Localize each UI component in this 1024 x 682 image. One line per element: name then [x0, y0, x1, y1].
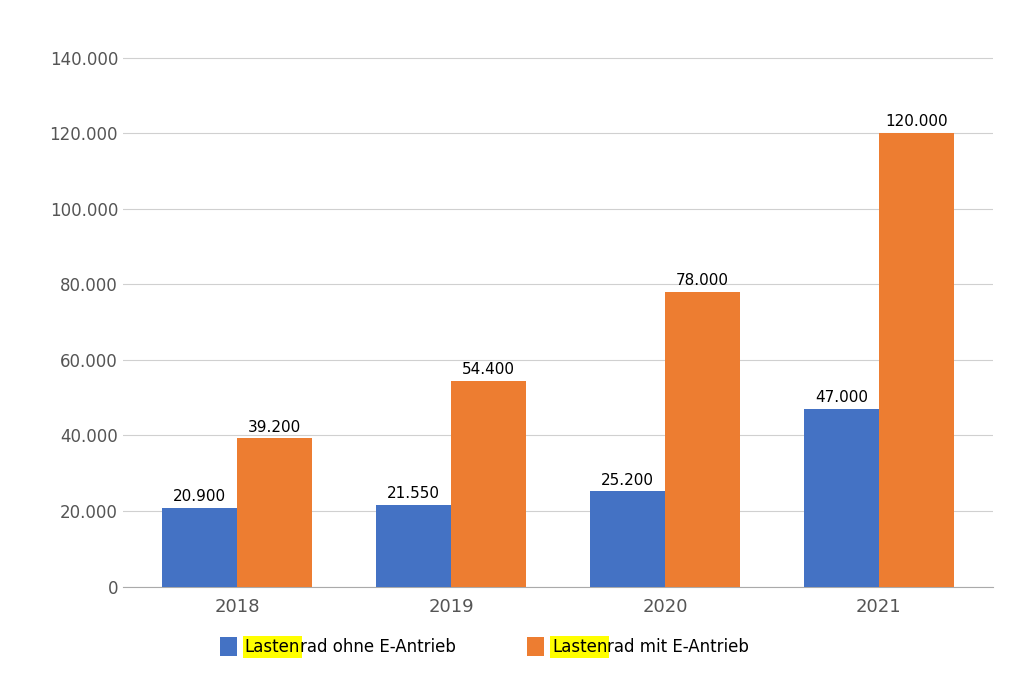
Text: Lasten: Lasten: [552, 638, 607, 655]
Text: 47.000: 47.000: [815, 390, 868, 405]
Text: 39.200: 39.200: [248, 419, 301, 434]
Bar: [665, 292, 740, 587]
FancyBboxPatch shape: [220, 637, 237, 656]
Bar: [590, 491, 665, 587]
Text: 25.200: 25.200: [601, 473, 654, 488]
Text: rad ohne E-Antrieb: rad ohne E-Antrieb: [300, 638, 456, 655]
Bar: [163, 507, 238, 587]
Bar: [804, 409, 879, 587]
Text: 20.900: 20.900: [173, 489, 226, 504]
Text: 120.000: 120.000: [885, 115, 947, 130]
Text: 54.400: 54.400: [462, 362, 515, 377]
Text: rad mit E-Antrieb: rad mit E-Antrieb: [607, 638, 750, 655]
Bar: [879, 133, 953, 587]
Text: 21.550: 21.550: [387, 486, 440, 501]
Text: Lasten: Lasten: [245, 638, 300, 655]
Bar: [452, 381, 526, 587]
Bar: [376, 505, 452, 587]
FancyBboxPatch shape: [527, 637, 544, 656]
Text: 78.000: 78.000: [676, 273, 729, 288]
Bar: [238, 439, 312, 587]
